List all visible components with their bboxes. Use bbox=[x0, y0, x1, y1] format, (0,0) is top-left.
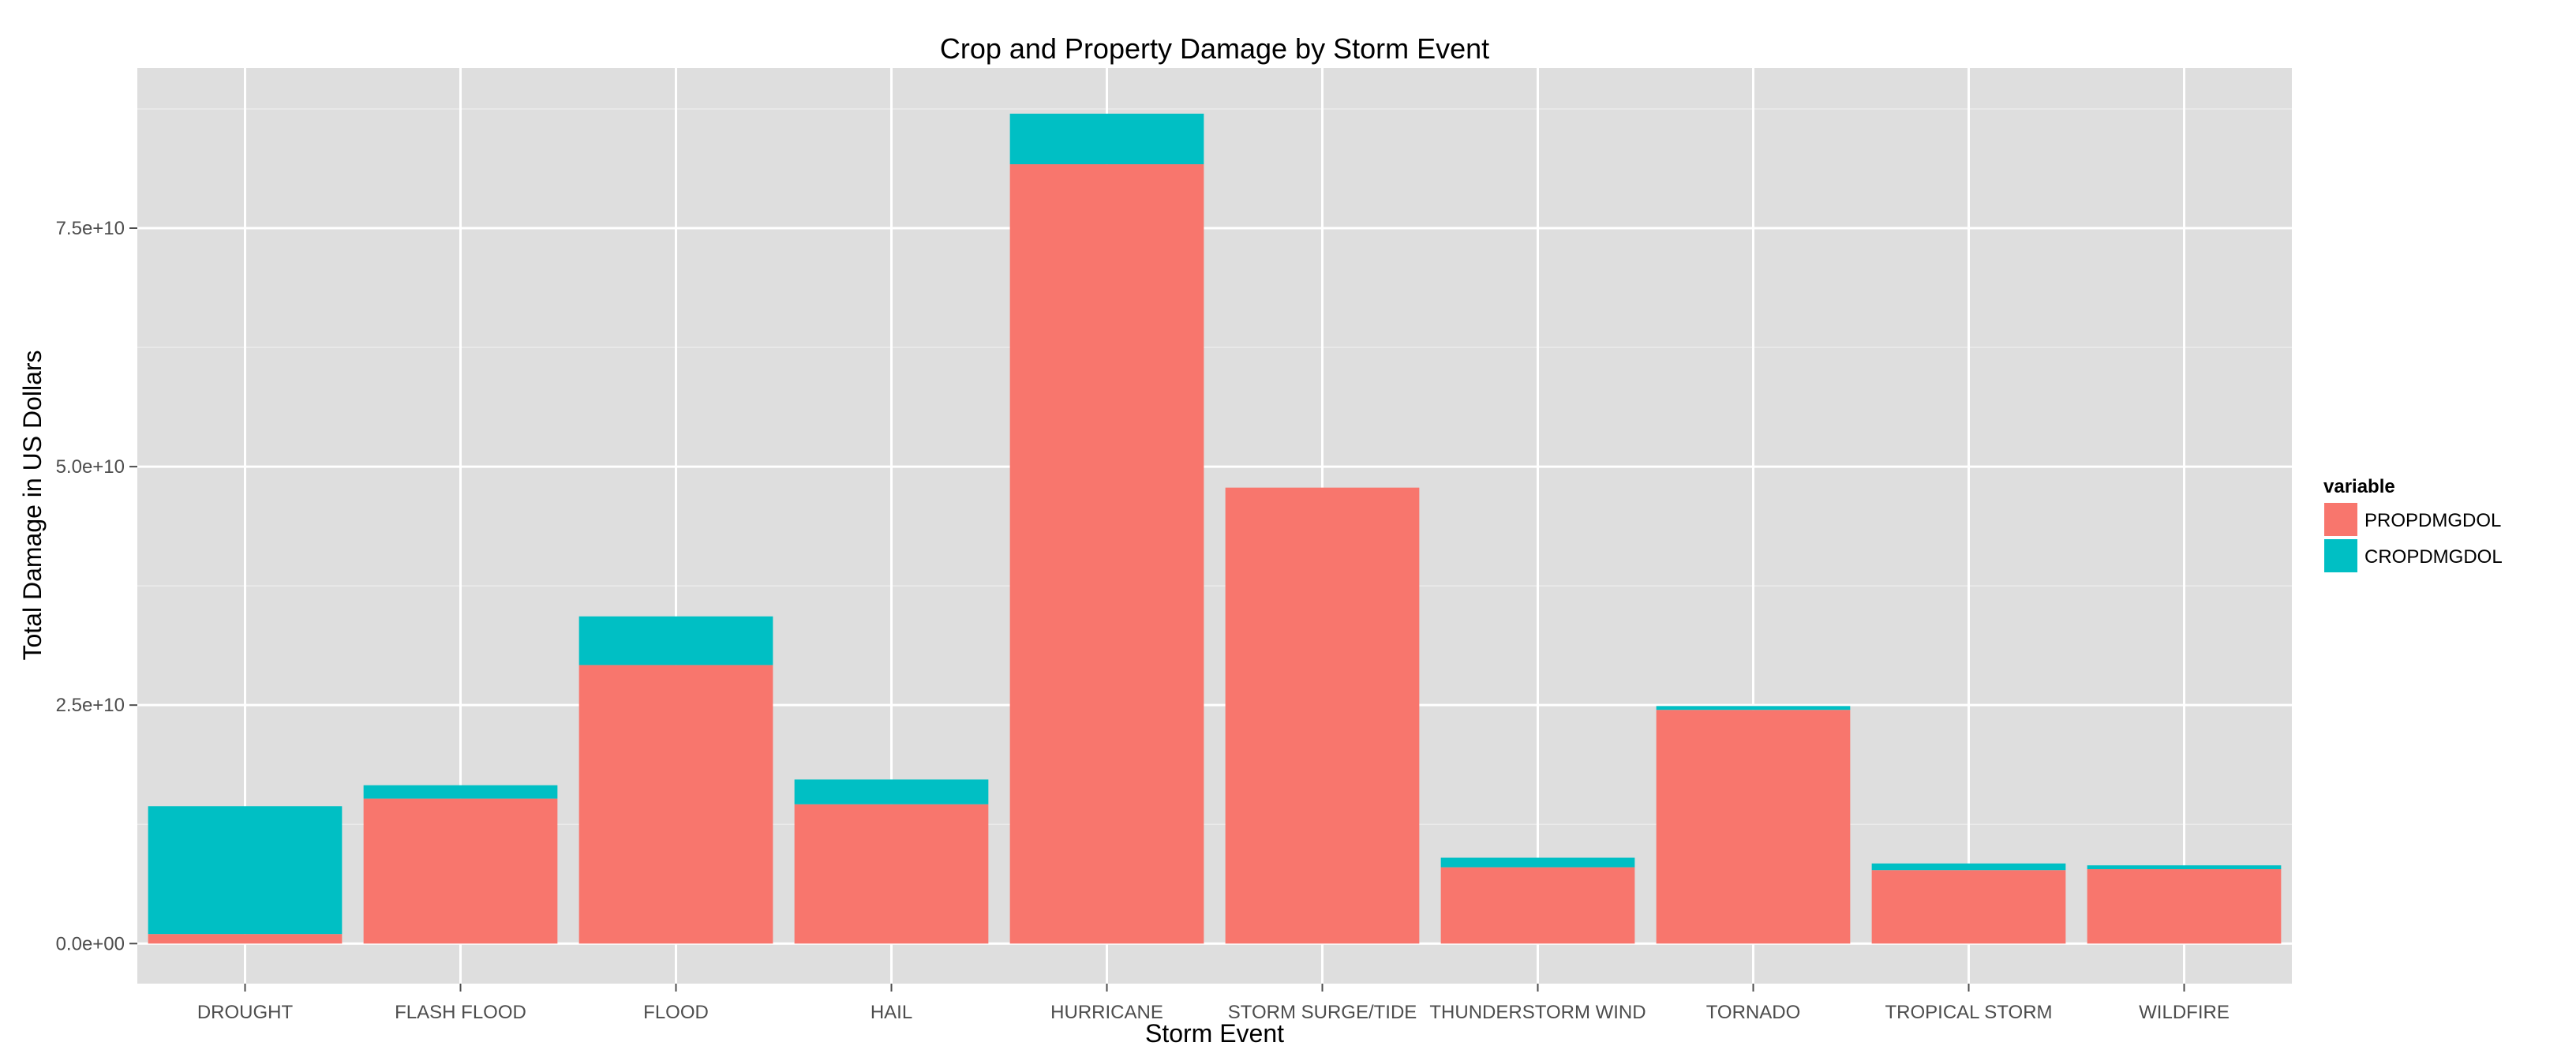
y-tick-label: 2.5e+10 bbox=[56, 695, 125, 716]
bar-propdmgdol-flood bbox=[578, 665, 773, 944]
bar-cropdmgdol-flash-flood bbox=[363, 785, 558, 799]
y-tick-label: 5.0e+10 bbox=[56, 456, 125, 478]
x-tick-label: HURRICANE bbox=[1050, 1002, 1163, 1023]
bar-propdmgdol-hurricane bbox=[1009, 164, 1204, 944]
x-tick-label: FLASH FLOOD bbox=[395, 1002, 526, 1023]
legend-swatch-cropdmgdol bbox=[2323, 538, 2359, 574]
bar-propdmgdol-drought bbox=[148, 934, 343, 944]
chart-title: Crop and Property Damage by Storm Event bbox=[940, 32, 1489, 65]
legend-swatch-propdmgdol bbox=[2323, 501, 2359, 538]
bar-cropdmgdol-flood bbox=[578, 616, 773, 665]
x-tick-label: DROUGHT bbox=[197, 1002, 294, 1023]
x-tick-label: WILDFIRE bbox=[2139, 1002, 2230, 1023]
bar-cropdmgdol-hurricane bbox=[1009, 114, 1204, 165]
x-axis: DROUGHT FLASH FLOOD FLOOD HAIL HURRICANE STOR… bbox=[197, 984, 2230, 1023]
x-axis-title: Storm Event bbox=[1145, 1019, 1284, 1048]
x-tick-label: FLOOD bbox=[643, 1002, 709, 1023]
bar-propdmgdol-flash-flood bbox=[363, 798, 558, 944]
bar-propdmgdol-wildfire bbox=[2087, 869, 2282, 944]
legend-title: variable bbox=[2323, 476, 2395, 497]
bar-cropdmgdol-hail bbox=[794, 779, 989, 804]
x-tick-label: HAIL bbox=[871, 1002, 912, 1023]
bar-cropdmgdol-thunderstorm-wind bbox=[1440, 857, 1635, 868]
bar-propdmgdol-hail bbox=[794, 804, 989, 944]
y-axis: 0.0e+00 2.5e+10 5.0e+10 7.5e+10 bbox=[56, 218, 137, 954]
y-tick-label: 7.5e+10 bbox=[56, 218, 125, 239]
legend: variable PROPDMGDOL CROPDMGDOL bbox=[2323, 476, 2503, 574]
y-axis-title: Total Damage in US Dollars bbox=[18, 350, 47, 660]
bars bbox=[148, 114, 2282, 944]
x-tick-label: TORNADO bbox=[1706, 1002, 1801, 1023]
y-tick-label: 0.0e+00 bbox=[56, 933, 125, 954]
legend-label-cropdmgdol: CROPDMGDOL bbox=[2364, 546, 2503, 568]
legend-label-propdmgdol: PROPDMGDOL bbox=[2364, 510, 2501, 531]
bar-propdmgdol-tropical-storm bbox=[1871, 870, 2066, 944]
bar-cropdmgdol-drought bbox=[148, 806, 343, 935]
x-tick-label: TROPICAL STORM bbox=[1885, 1002, 2052, 1023]
x-tick-label: THUNDERSTORM WIND bbox=[1429, 1002, 1646, 1023]
bar-cropdmgdol-tornado bbox=[1656, 706, 1851, 710]
bar-propdmgdol-thunderstorm-wind bbox=[1440, 867, 1635, 944]
bar-cropdmgdol-wildfire bbox=[2087, 865, 2282, 869]
bar-cropdmgdol-tropical-storm bbox=[1871, 863, 2066, 871]
bar-propdmgdol-storm-surge-tide bbox=[1225, 487, 1420, 944]
bar-propdmgdol-tornado bbox=[1656, 710, 1851, 944]
x-tick-label: STORM SURGE/TIDE bbox=[1228, 1002, 1417, 1023]
